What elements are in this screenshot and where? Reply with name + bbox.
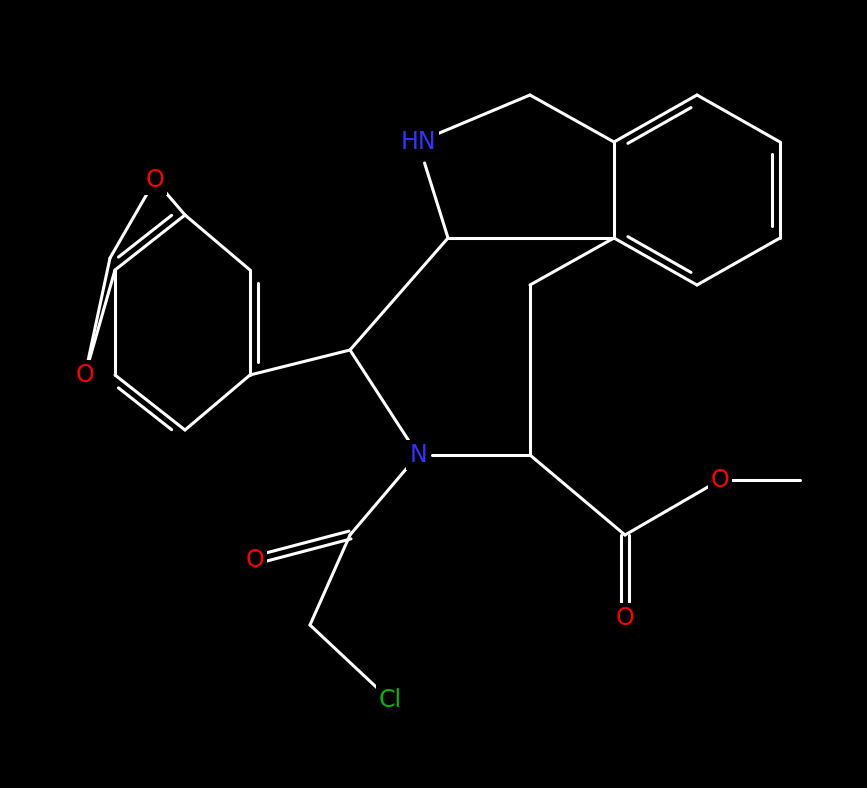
Text: O: O	[711, 468, 729, 492]
Text: N: N	[409, 443, 427, 467]
Text: O: O	[245, 548, 264, 572]
Text: Cl: Cl	[378, 688, 401, 712]
Text: O: O	[146, 168, 165, 192]
Text: HN: HN	[401, 130, 436, 154]
Text: O: O	[616, 606, 635, 630]
Text: O: O	[75, 363, 95, 387]
